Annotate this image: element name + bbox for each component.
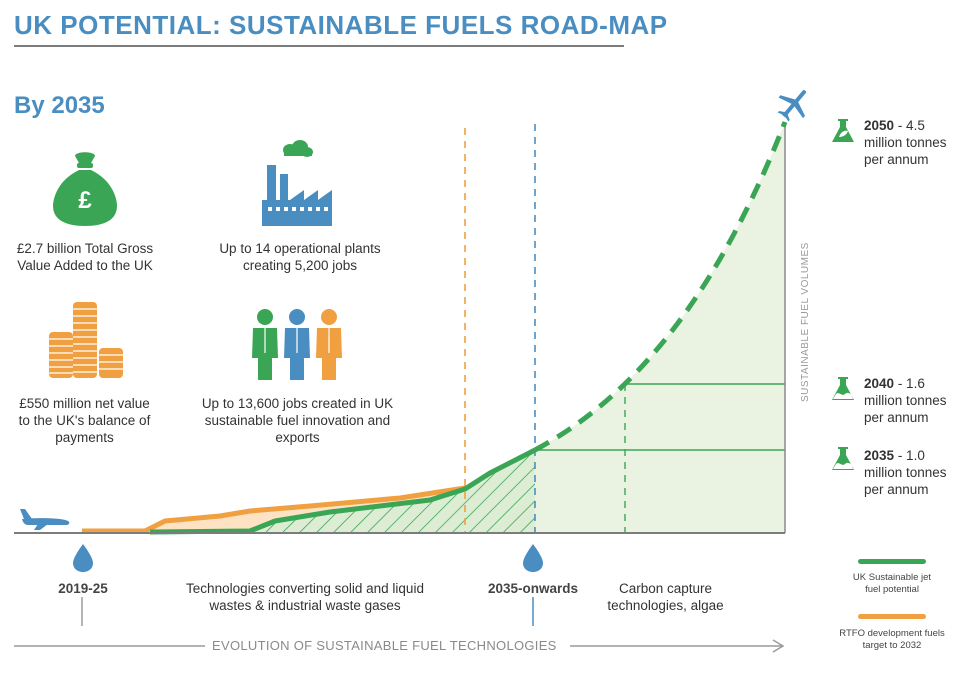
section-subtitle: By 2035 <box>14 92 105 119</box>
stat-jobs: Up to 13,600 jobs created in UK sustaina… <box>201 396 394 445</box>
milestone-text: - 4.5 million tonnes per annum <box>864 118 947 167</box>
rtfo-line <box>82 485 466 534</box>
phase2-description: Carbon capture technologies, algae <box>607 581 724 613</box>
plane-icon <box>20 509 70 530</box>
milestone-year: 2050 <box>864 118 895 133</box>
milestone-2050: 2050 - 4.5 million tonnes per annum <box>864 117 964 168</box>
rtfo-area <box>145 488 465 531</box>
hatched-area <box>150 450 535 533</box>
milestone-year: 2035 <box>864 448 895 463</box>
x-axis-label: EVOLUTION OF SUSTAINABLE FUEL TECHNOLOGI… <box>212 638 557 653</box>
arrow-right-icon <box>772 639 785 653</box>
droplet-icon <box>73 544 93 572</box>
legend-swatch-rtfo <box>858 614 926 619</box>
factory-icon <box>262 140 332 226</box>
timeline-start-label: 2019-25 <box>58 581 108 596</box>
milestone-text: - 1.6 million tonnes per annum <box>864 376 947 425</box>
flask-icon-2040 <box>832 377 854 400</box>
sjf-projection-line <box>533 121 788 453</box>
legend-label-rtfo: RTFO development fuels target to 2032 <box>839 628 945 651</box>
stat-plants: Up to 14 operational plants creating 5,2… <box>219 241 381 273</box>
coins-icon <box>49 302 123 378</box>
milestone-2040: 2040 - 1.6 million tonnes per annum <box>864 375 964 426</box>
legend-swatch-sjf <box>858 559 926 564</box>
droplet-icon-2035 <box>523 544 543 572</box>
milestone-year: 2040 <box>864 376 895 391</box>
flask-icon <box>832 119 854 142</box>
money-bag-icon: £ <box>53 152 117 226</box>
legend-label-sjf: UK Sustainable jet fuel potential <box>852 572 932 595</box>
timeline-mid-label: 2035-onwards <box>487 581 579 596</box>
page-title: UK POTENTIAL: SUSTAINABLE FUELS ROAD-MAP <box>14 10 668 40</box>
phase1-description: Technologies converting solid and liquid… <box>186 581 424 613</box>
stat-gva: £2.7 billion Total Gross Value Added to … <box>16 241 154 273</box>
people-icon <box>252 309 342 380</box>
svg-text:£: £ <box>78 187 92 214</box>
flask-icon-2035 <box>832 447 854 470</box>
stat-payments: £550 million net value to the UK's balan… <box>18 396 151 445</box>
sjf-potential-line <box>149 447 537 535</box>
projection-area <box>535 122 785 533</box>
takeoff-plane-icon <box>777 89 807 122</box>
title-divider <box>14 45 624 47</box>
milestone-text: - 1.0 million tonnes per annum <box>864 448 947 497</box>
y-axis-label: SUSTAINABLE FUEL VOLUMES <box>800 242 811 403</box>
milestone-2035: 2035 - 1.0 million tonnes per annum <box>864 447 964 498</box>
